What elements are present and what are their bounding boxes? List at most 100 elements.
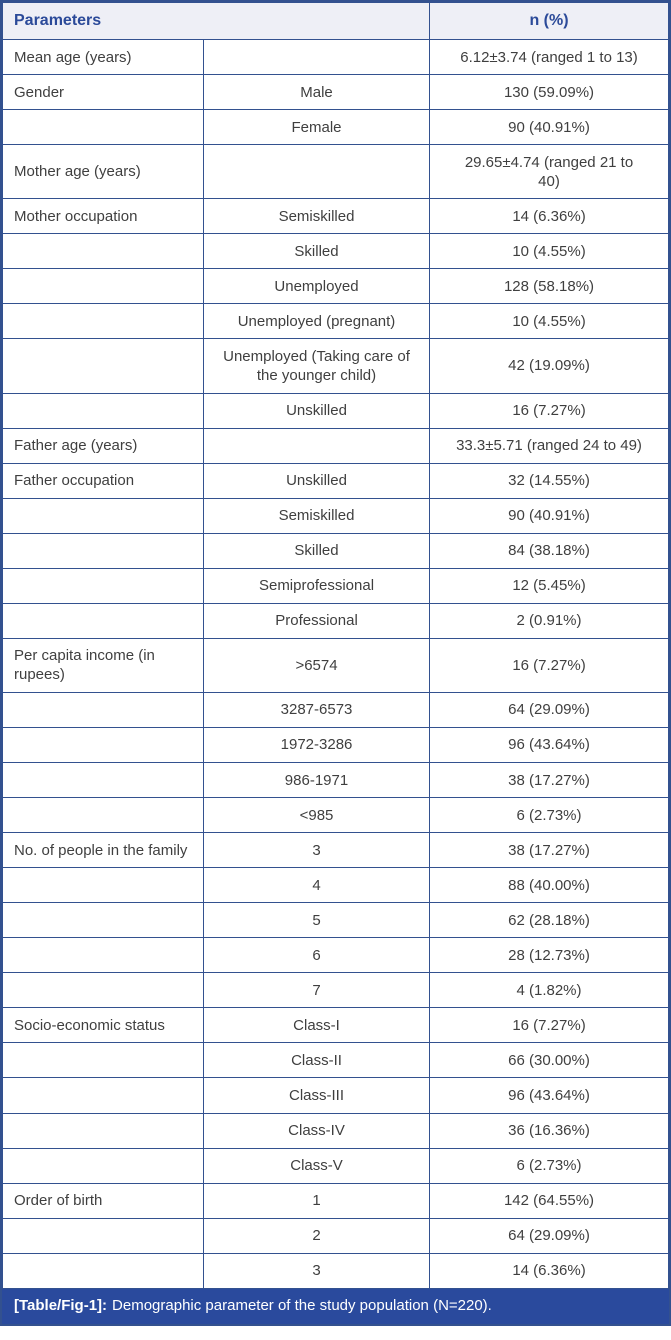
cell-value: 14 (6.36%) [429, 1252, 669, 1289]
table-row: 5 62 (28.18%) [2, 902, 669, 939]
cell-value: 16 (7.27%) [429, 392, 669, 429]
cell-value: 16 (7.27%) [429, 637, 669, 693]
cell-value: 38 (17.27%) [429, 762, 669, 799]
table-row: 986-1971 38 (17.27%) [2, 762, 669, 799]
cell-category: Skilled [202, 233, 431, 270]
cell-value: 96 (43.64%) [429, 726, 669, 764]
cell-parameter [2, 602, 204, 639]
table-row: 6 28 (12.73%) [2, 937, 669, 974]
cell-parameter [2, 902, 204, 939]
cell-category: 986-1971 [202, 762, 431, 799]
cell-value: 6 (2.73%) [429, 1147, 669, 1184]
cell-parameter [2, 1147, 204, 1184]
cell-category [202, 144, 431, 200]
cell-category: 6 [202, 937, 431, 974]
cell-category: Unskilled [202, 392, 431, 429]
table-row: Order of birth 1 142 (64.55%) [2, 1182, 669, 1219]
cell-parameter: Socio-economic status [2, 1007, 204, 1044]
cell-category: 1 [202, 1182, 431, 1219]
cell-value: 32 (14.55%) [429, 462, 669, 499]
table-row: Semiskilled 90 (40.91%) [2, 497, 669, 534]
cell-value: 90 (40.91%) [429, 109, 669, 146]
cell-category: Unemployed (pregnant) [202, 303, 431, 340]
cell-value: 6.12±3.74 (ranged 1 to 13) [429, 38, 669, 76]
cell-category [202, 427, 431, 464]
cell-category: 3287-6573 [202, 691, 431, 728]
cell-parameter [2, 109, 204, 146]
cell-value: 142 (64.55%) [429, 1182, 669, 1219]
cell-parameter [2, 567, 204, 604]
table-row: Unemployed 128 (58.18%) [2, 268, 669, 305]
cell-parameter [2, 233, 204, 270]
table-row: Female 90 (40.91%) [2, 109, 669, 146]
column-header-parameters: Parameters [1, 2, 431, 40]
cell-category: Class-IV [202, 1112, 431, 1149]
cell-category: Class-I [202, 1007, 431, 1044]
table-row: Mother occupation Semiskilled 14 (6.36%) [2, 198, 669, 235]
cell-value: 64 (29.09%) [429, 691, 669, 728]
table-row: Mean age (years) 6.12±3.74 (ranged 1 to 1… [2, 38, 669, 76]
cell-parameter [2, 937, 204, 974]
header-row: Parameters n (%) [1, 2, 669, 40]
cell-value: 14 (6.36%) [429, 198, 669, 235]
table-row: Unskilled 16 (7.27%) [2, 392, 669, 429]
cell-value: 88 (40.00%) [429, 867, 669, 904]
cell-value: 29.65±4.74 (ranged 21 to 40) [429, 144, 669, 200]
table-row: Mother age (years) 29.65±4.74 (ranged 21 … [2, 144, 669, 200]
column-header-n-pct: n (%) [429, 2, 669, 40]
cell-parameter [2, 532, 204, 569]
cell-value: 4 (1.82%) [429, 972, 669, 1009]
cell-category [202, 38, 431, 76]
cell-parameter [2, 1112, 204, 1149]
cell-value: 130 (59.09%) [429, 74, 669, 111]
table-row: Skilled 84 (38.18%) [2, 532, 669, 569]
cell-parameter [2, 762, 204, 799]
table-row: 3 14 (6.36%) [2, 1252, 669, 1289]
cell-value: 33.3±5.71 (ranged 24 to 49) [429, 427, 669, 464]
table-row: Professional 2 (0.91%) [2, 602, 669, 639]
cell-parameter [2, 726, 204, 764]
table-row: Per capita income (in rupees) >6574 16 (7.… [2, 637, 669, 693]
cell-parameter: No. of people in the family [2, 832, 204, 869]
cell-parameter [2, 972, 204, 1009]
cell-value: 16 (7.27%) [429, 1007, 669, 1044]
cell-parameter [2, 1252, 204, 1289]
cell-parameter: Mother occupation [2, 198, 204, 235]
cell-category: Semiskilled [202, 497, 431, 534]
table-caption: [Table/Fig-1]: Demographic parameter of t… [2, 1288, 669, 1324]
cell-parameter [2, 867, 204, 904]
table-row: Gender Male 130 (59.09%) [2, 74, 669, 111]
cell-value: 84 (38.18%) [429, 532, 669, 569]
cell-category: Semiprofessional [202, 567, 431, 604]
table-row: Socio-economic status Class-I 16 (7.27%) [2, 1007, 669, 1044]
cell-category: Male [202, 74, 431, 111]
cell-category: 5 [202, 902, 431, 939]
cell-category: Class-V [202, 1147, 431, 1184]
cell-category: 3 [202, 832, 431, 869]
cell-value: 62 (28.18%) [429, 902, 669, 939]
table-row: No. of people in the family 3 38 (17.27%) [2, 832, 669, 869]
cell-parameter [2, 303, 204, 340]
cell-category: Class-III [202, 1077, 431, 1114]
cell-parameter [2, 691, 204, 728]
cell-category: <985 [202, 797, 431, 834]
table-caption-tag: [Table/Fig-1]: [14, 1296, 108, 1314]
cell-category: Unskilled [202, 462, 431, 499]
cell-category: Semiskilled [202, 198, 431, 235]
cell-category: >6574 [202, 637, 431, 693]
cell-category: Female [202, 109, 431, 146]
cell-category: Professional [202, 602, 431, 639]
cell-category: 2 [202, 1217, 431, 1254]
table-row: Unemployed (Taking care of the younger c… [2, 338, 669, 394]
table-row: Class-III 96 (43.64%) [2, 1077, 669, 1114]
cell-value: 64 (29.09%) [429, 1217, 669, 1254]
cell-value: 28 (12.73%) [429, 937, 669, 974]
cell-category: 3 [202, 1252, 431, 1289]
table-row: <985 6 (2.73%) [2, 797, 669, 834]
cell-value: 66 (30.00%) [429, 1042, 669, 1079]
cell-parameter [2, 338, 204, 394]
cell-parameter: Gender [2, 74, 204, 111]
table-row: Skilled 10 (4.55%) [2, 233, 669, 270]
